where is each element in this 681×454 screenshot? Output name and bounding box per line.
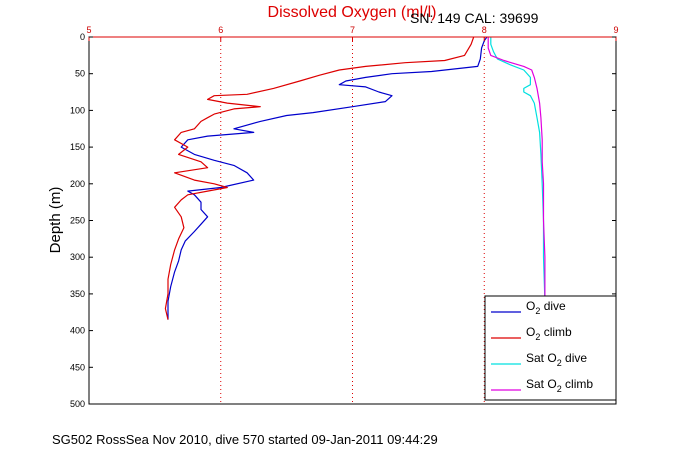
x-tick-label: 5 <box>86 25 91 35</box>
x-tick-label: 6 <box>218 25 223 35</box>
y-tick-label: 350 <box>70 289 85 299</box>
x-tick-label: 8 <box>482 25 487 35</box>
legend-label-o2-climb: O2 climb <box>526 325 572 342</box>
y-tick-label: 300 <box>70 252 85 262</box>
y-tick-label: 450 <box>70 362 85 372</box>
y-tick-label: 50 <box>75 69 85 79</box>
y-tick-label: 200 <box>70 179 85 189</box>
series-line-sat-climb <box>487 37 546 302</box>
legend-label-o2-dive: O2 dive <box>526 299 566 316</box>
chart-subtitle: SN: 149 CAL: 39699 <box>410 10 539 26</box>
y-tick-label: 400 <box>70 326 85 336</box>
y-tick-label: 500 <box>70 399 85 409</box>
series-line-o2-climb <box>164 36 475 320</box>
y-tick-label: 100 <box>70 105 85 115</box>
footer-caption: SG502 RossSea Nov 2010, dive 570 started… <box>52 432 438 447</box>
legend: O2 dive O2 climb Sat O2 dive Sat O2 climb <box>484 295 617 401</box>
x-tick-label: 9 <box>613 25 618 35</box>
legend-box <box>484 295 617 401</box>
legend-label-sat-dive: Sat O2 dive <box>526 351 587 368</box>
series-line-o2-dive <box>167 36 488 320</box>
y-tick-label: 250 <box>70 216 85 226</box>
x-tick-label: 7 <box>350 25 355 35</box>
y-tick-label: 0 <box>80 32 85 42</box>
y-tick-label: 150 <box>70 142 85 152</box>
series-line-sat-dive <box>490 37 546 302</box>
series-layer <box>164 36 546 320</box>
chart-title: Dissolved Oxygen (ml/l) <box>268 4 437 21</box>
y-axis-label: Depth (m) <box>47 187 64 254</box>
ticks: 5 6 7 8 9 0 50 100 150 200 250 300 350 400 450 500 <box>70 25 619 409</box>
legend-label-sat-climb: Sat O2 climb <box>526 377 593 394</box>
